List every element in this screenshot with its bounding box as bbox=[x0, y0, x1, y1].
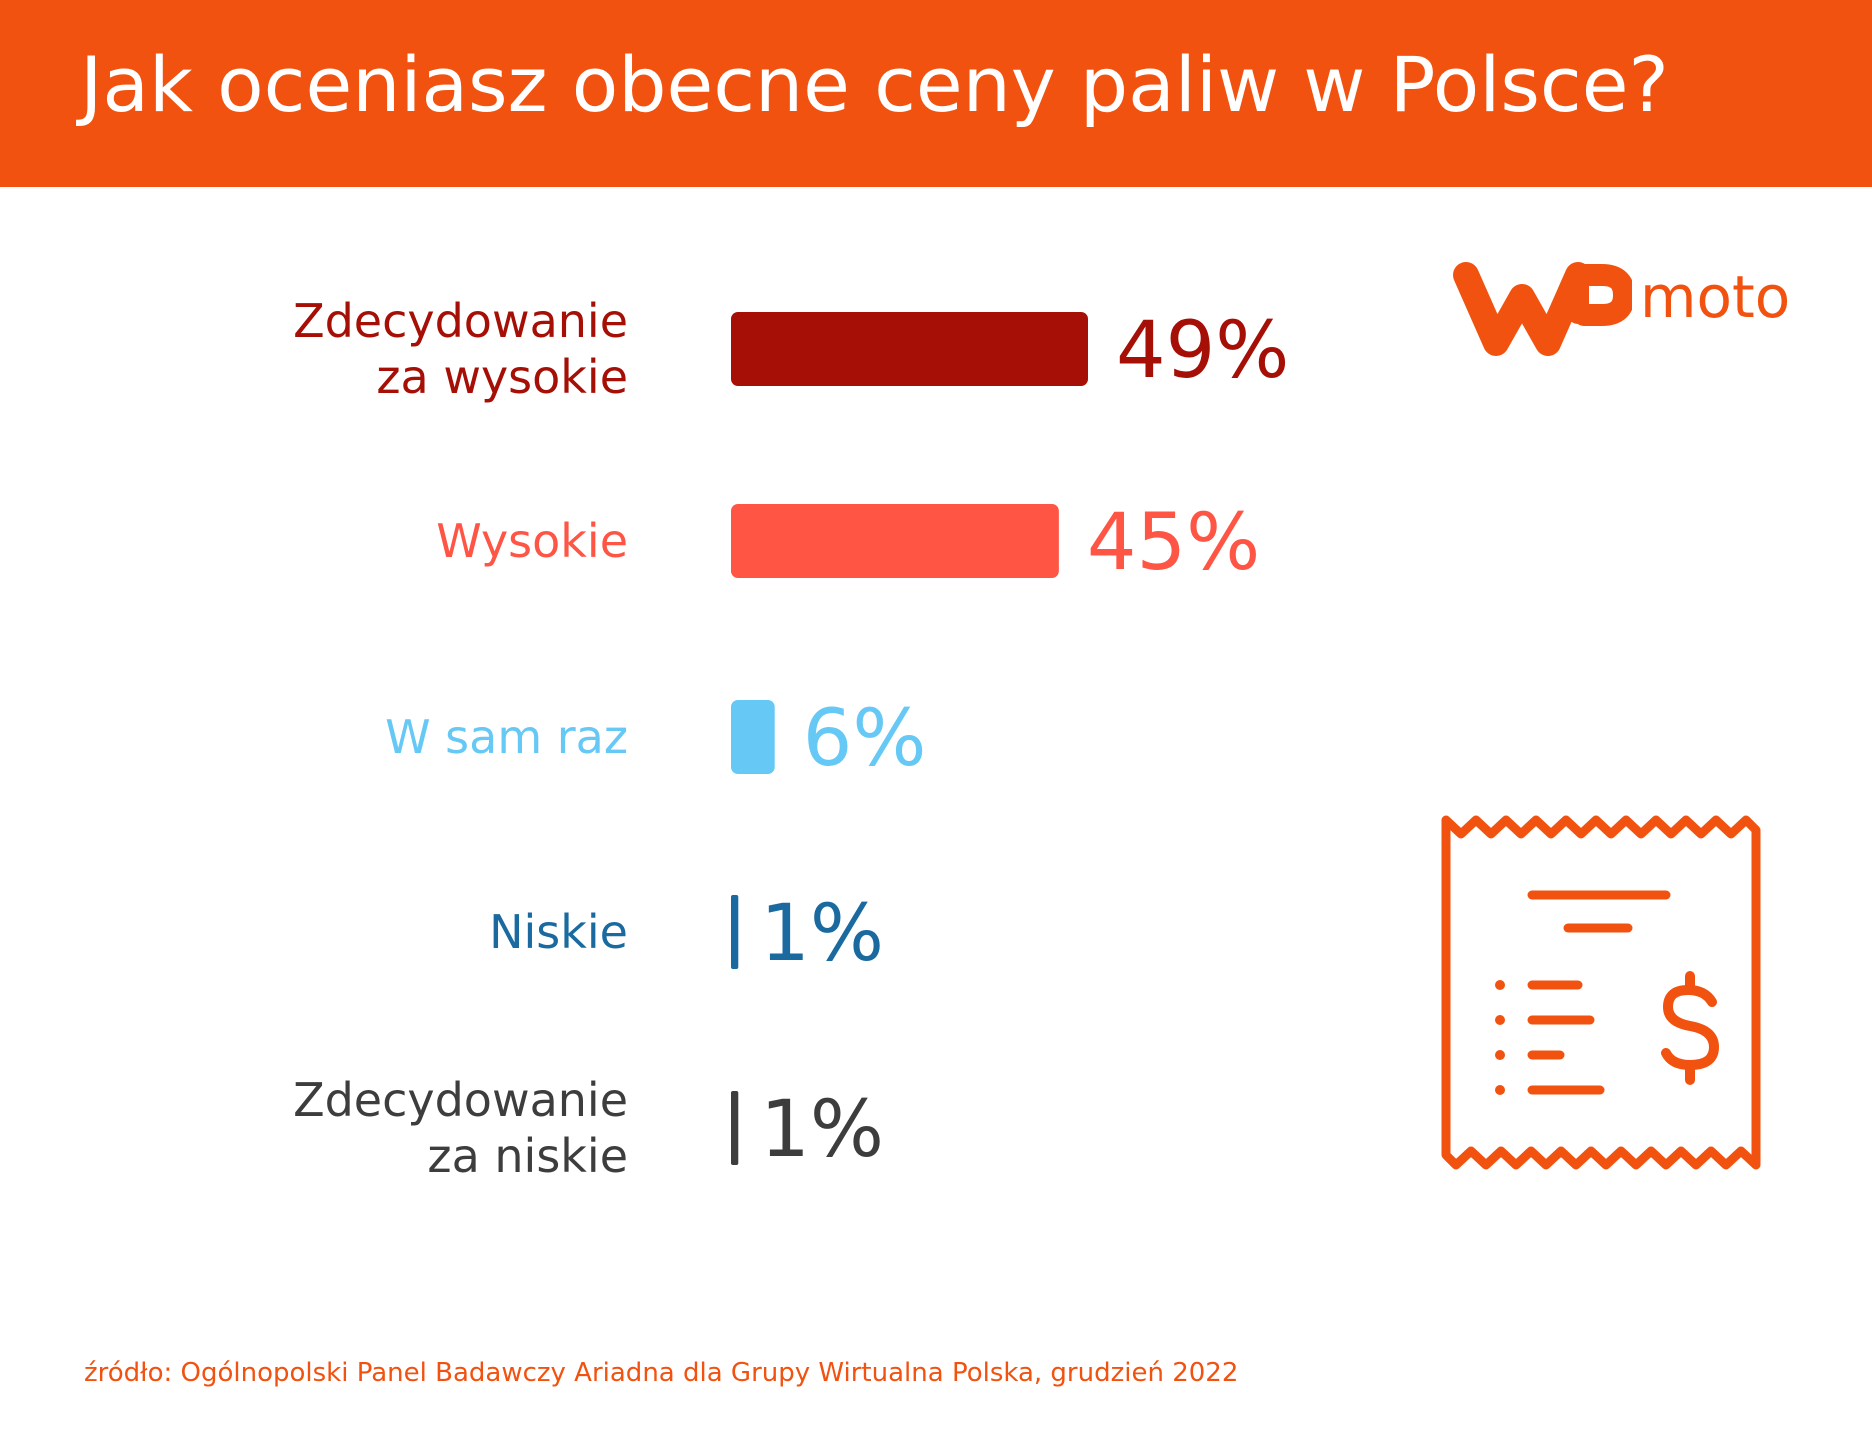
logo-moto-text: moto bbox=[1640, 263, 1791, 331]
category-label-line: Wysokie bbox=[436, 514, 628, 568]
value-label: 1% bbox=[760, 889, 884, 979]
bar bbox=[731, 312, 1088, 386]
category-label-line: Niskie bbox=[489, 905, 628, 959]
bar-chart: Zdecydowanie za wysokie 49%Wysokie 45%W sam… bbox=[293, 294, 1289, 1183]
category-label: Zdecydowanie za wysokie bbox=[293, 294, 628, 404]
category-label-line: za niskie bbox=[427, 1129, 628, 1183]
header-banner: Jak oceniasz obecne ceny paliw w Polsce? bbox=[0, 0, 1872, 187]
receipt-dollar-icon bbox=[1441, 815, 1761, 1170]
category-label: W sam raz bbox=[385, 710, 628, 764]
bar bbox=[731, 700, 775, 774]
value-label: 6% bbox=[803, 694, 927, 784]
category-label-line: W sam raz bbox=[385, 710, 628, 764]
category-label: Wysokie bbox=[436, 514, 628, 568]
value-label: 49% bbox=[1116, 306, 1289, 396]
wp-moto-logo: moto bbox=[1452, 255, 1832, 365]
category-label-line: za wysokie bbox=[376, 350, 628, 404]
category-label-line: Zdecydowanie bbox=[293, 294, 628, 348]
category-label: Zdecydowanie za niskie bbox=[293, 1073, 628, 1183]
category-label-line: Zdecydowanie bbox=[293, 1073, 628, 1127]
category-label: Niskie bbox=[489, 905, 628, 959]
value-label: 1% bbox=[760, 1085, 884, 1175]
bar bbox=[731, 1091, 739, 1165]
source-note: źródło: Ogólnopolski Panel Badawczy Aria… bbox=[84, 1358, 1239, 1388]
value-label: 45% bbox=[1087, 498, 1260, 588]
wp-logo-icon bbox=[1453, 262, 1635, 356]
bar bbox=[731, 504, 1059, 578]
page-title: Jak oceniasz obecne ceny paliw w Polsce? bbox=[80, 40, 1669, 129]
bar bbox=[731, 895, 739, 969]
